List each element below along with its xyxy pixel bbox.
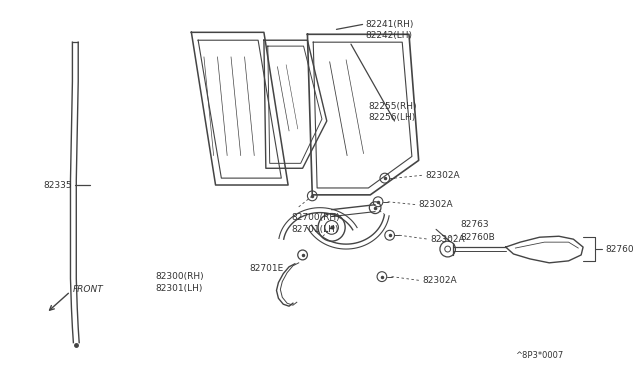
Text: FRONT: FRONT — [72, 285, 103, 294]
Text: ^8P3*0007: ^8P3*0007 — [515, 351, 564, 360]
Text: 82760B: 82760B — [460, 233, 495, 242]
Text: 82302A: 82302A — [419, 200, 453, 209]
Text: 82302A: 82302A — [422, 276, 457, 285]
Text: 82301(LH): 82301(LH) — [156, 284, 203, 293]
Text: 82300(RH): 82300(RH) — [156, 272, 204, 281]
Text: 82302A: 82302A — [430, 235, 465, 244]
Text: 82255(RH): 82255(RH) — [369, 102, 417, 111]
Text: 82700(RH): 82700(RH) — [291, 213, 340, 222]
Text: 82335: 82335 — [44, 180, 72, 189]
Text: 82760: 82760 — [605, 244, 634, 254]
Text: 82302A: 82302A — [426, 171, 460, 180]
Text: 82701(LH): 82701(LH) — [291, 225, 339, 234]
Text: 82701E: 82701E — [250, 264, 284, 273]
Text: 82242(LH): 82242(LH) — [365, 31, 412, 40]
Text: 82256(LH): 82256(LH) — [369, 113, 415, 122]
Text: 82763: 82763 — [460, 220, 489, 229]
Text: 82241(RH): 82241(RH) — [365, 20, 414, 29]
